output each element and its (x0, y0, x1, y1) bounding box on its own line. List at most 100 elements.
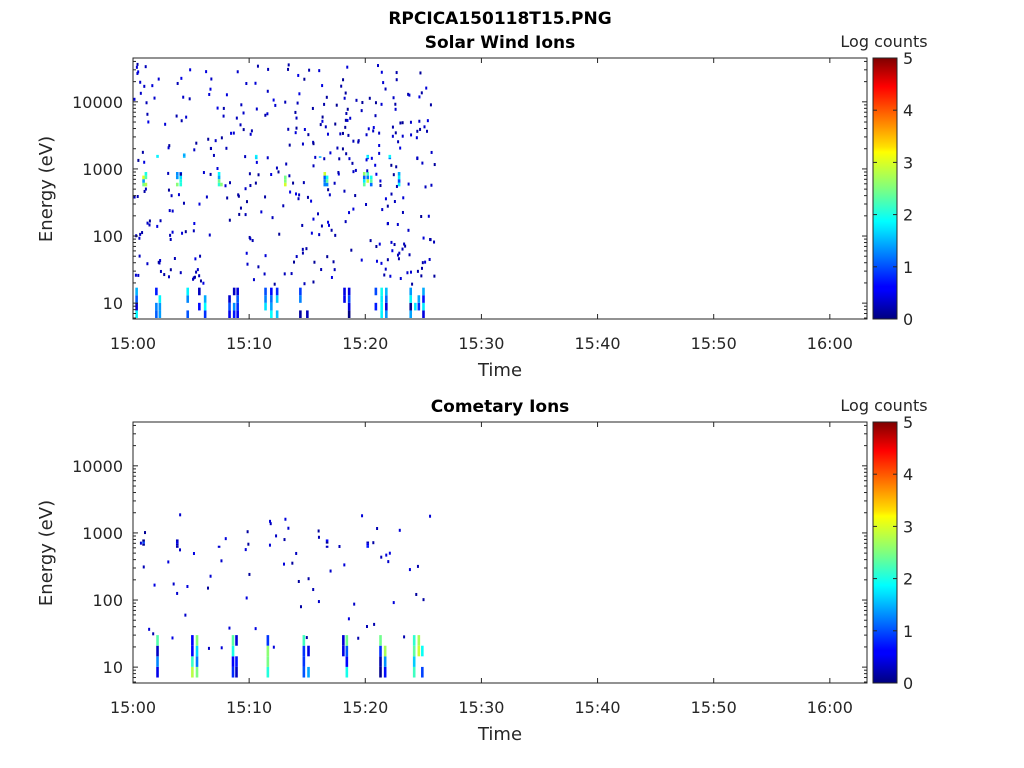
heatmap-cell (383, 666, 387, 678)
x-tick-label: 15:10 (226, 698, 272, 717)
heatmap-cell (366, 154, 370, 157)
heatmap-cell (263, 272, 266, 276)
heatmap-cell (146, 112, 149, 116)
x-ticks: 15:00 15:10 15:20 15:30 15:40 15:50 16:00 (110, 422, 853, 717)
heatmap-cell (264, 195, 267, 199)
heatmap-cell (366, 169, 369, 173)
heatmap-cell (303, 282, 306, 286)
heatmap-cell (396, 222, 399, 226)
heatmap-cell (307, 666, 310, 678)
heatmap-cell (138, 236, 141, 240)
heatmap-cell (420, 274, 423, 278)
heatmap-cell (170, 194, 173, 198)
heatmap-cell (182, 156, 186, 158)
heatmap-cell (287, 127, 290, 131)
heatmap-cell (306, 195, 309, 199)
heatmap-cell (249, 237, 252, 241)
heatmap-cell (186, 310, 190, 319)
heatmap-cell (334, 233, 337, 237)
heatmap-cell (148, 627, 151, 631)
heatmap-cell (380, 295, 383, 303)
heatmap-cell (303, 77, 306, 81)
heatmap-cell (318, 69, 321, 73)
colorbar-tick-label: 1 (903, 258, 913, 277)
heatmap-cell (347, 302, 351, 311)
figure-title: RPCICA150118T15.PNG (388, 9, 611, 29)
heatmap-cell (192, 552, 195, 556)
heatmap-cell (294, 110, 297, 114)
heatmap-cell (202, 281, 205, 285)
heatmap-cell (422, 295, 425, 303)
heatmap-cell (384, 197, 387, 201)
heatmap-cell (296, 101, 299, 105)
heatmap-cell (208, 233, 211, 237)
heatmap-cell (209, 172, 212, 176)
heatmap-cell (175, 545, 179, 548)
heatmap-cell (153, 583, 156, 587)
heatmap-cell (327, 220, 330, 224)
heatmap-cell (380, 102, 383, 106)
heatmap-cell (427, 214, 430, 218)
heatmap-cell (270, 310, 273, 319)
heatmap-cell (139, 541, 142, 545)
heatmap-cell (229, 181, 232, 185)
x-tick-label: 15:50 (691, 334, 737, 353)
heatmap-cell (392, 601, 395, 605)
heatmap-cell (338, 544, 341, 548)
heatmap-cell (347, 295, 351, 303)
heatmap-cell (419, 71, 422, 75)
heatmap-cell (341, 131, 344, 135)
heatmap-cell (409, 287, 413, 296)
heatmap-cell (401, 210, 404, 214)
heatmap-cell (406, 271, 409, 275)
heatmap-cell (209, 87, 212, 91)
heatmap-cell (231, 645, 235, 657)
heatmap-cell (292, 181, 295, 185)
heatmap-cell (409, 310, 413, 319)
heatmap-cell (225, 146, 228, 150)
heatmap-cell (325, 182, 329, 187)
heatmap-cell (378, 131, 381, 135)
heatmap-cell (210, 77, 213, 81)
heatmap-cell (169, 268, 172, 272)
heatmap-cell (392, 173, 395, 177)
heatmap-cell (266, 666, 270, 678)
heatmap-cell (159, 269, 162, 273)
heatmap-cell (302, 666, 306, 678)
heatmap-cell (388, 156, 392, 158)
heatmap-cell (249, 184, 252, 188)
heatmap-cell (173, 256, 176, 260)
heatmap-cell (155, 310, 158, 319)
heatmap-cell (383, 645, 387, 657)
heatmap-cell (343, 96, 346, 100)
heatmap-cell (367, 127, 370, 131)
heatmap-cell (374, 114, 377, 118)
heatmap-cell (217, 179, 221, 183)
heatmap-cell (386, 258, 389, 262)
heatmap-cell (366, 545, 370, 548)
heatmap-cell (137, 273, 140, 277)
heatmap-cell (143, 160, 146, 164)
heatmap-cell (362, 175, 366, 180)
heatmap-cell (270, 302, 273, 311)
heatmap-cell (385, 302, 388, 311)
heatmap-cell (372, 541, 375, 545)
heatmap-cells (133, 62, 436, 319)
heatmap-cell (195, 141, 198, 145)
heatmap-cell (344, 220, 347, 224)
heatmap-cell (252, 278, 255, 282)
heatmap-cell (297, 73, 300, 77)
heatmap-cell (275, 166, 278, 170)
heatmap-cell (352, 207, 355, 211)
plot-area (132, 57, 868, 320)
heatmap-cell (179, 513, 182, 517)
heatmap-cell (346, 118, 349, 122)
heatmap-cell (175, 541, 179, 544)
heatmap-cell (206, 586, 209, 590)
heatmap-cell (422, 302, 425, 311)
heatmap-cell (402, 196, 405, 200)
heatmap-cells (139, 513, 432, 678)
heatmap-cell (153, 96, 156, 100)
heatmap-cell (422, 598, 425, 602)
